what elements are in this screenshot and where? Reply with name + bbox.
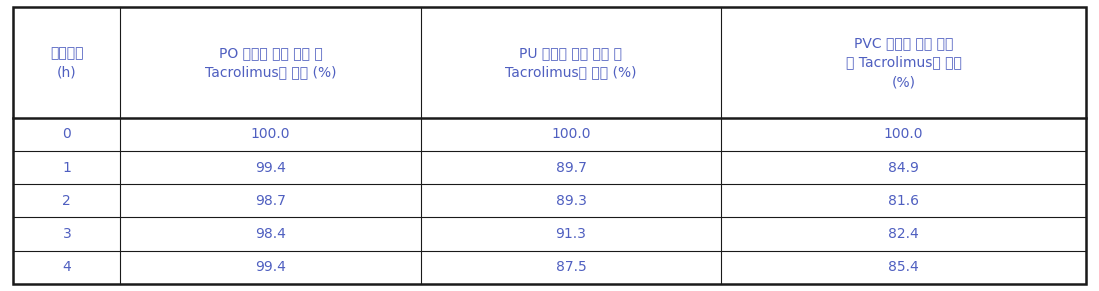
Text: 100.0: 100.0 xyxy=(552,127,590,141)
Text: 99.4: 99.4 xyxy=(255,260,286,274)
Text: 84.9: 84.9 xyxy=(888,161,919,175)
Text: 98.7: 98.7 xyxy=(255,194,286,208)
Text: 주입시간
(h): 주입시간 (h) xyxy=(51,46,84,79)
Text: 4: 4 xyxy=(63,260,71,274)
Text: 87.5: 87.5 xyxy=(556,260,587,274)
Text: PU 재질의 튜브 통과 후
Tacrolimus의 함량 (%): PU 재질의 튜브 통과 후 Tacrolimus의 함량 (%) xyxy=(506,46,636,79)
Text: 82.4: 82.4 xyxy=(888,227,919,241)
Text: 1: 1 xyxy=(63,161,71,175)
Text: 100.0: 100.0 xyxy=(884,127,923,141)
Text: 98.4: 98.4 xyxy=(255,227,286,241)
Text: 89.7: 89.7 xyxy=(555,161,587,175)
Text: 99.4: 99.4 xyxy=(255,161,286,175)
Text: 100.0: 100.0 xyxy=(251,127,290,141)
Text: PVC 재질의 튜브 통과
후 Tacrolimus의 함량
(%): PVC 재질의 튜브 통과 후 Tacrolimus의 함량 (%) xyxy=(845,36,962,89)
Text: 85.4: 85.4 xyxy=(888,260,919,274)
Text: 2: 2 xyxy=(63,194,71,208)
Text: 3: 3 xyxy=(63,227,71,241)
Text: PO 재질의 튜브 통과 후
Tacrolimus의 함량 (%): PO 재질의 튜브 통과 후 Tacrolimus의 함량 (%) xyxy=(204,46,336,79)
Text: 81.6: 81.6 xyxy=(888,194,919,208)
Text: 0: 0 xyxy=(63,127,71,141)
Text: 91.3: 91.3 xyxy=(555,227,587,241)
Text: 89.3: 89.3 xyxy=(555,194,587,208)
